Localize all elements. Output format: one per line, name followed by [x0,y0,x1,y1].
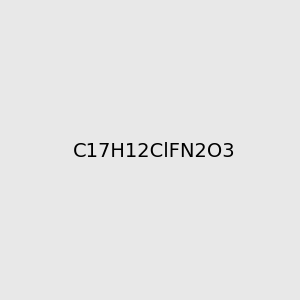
Text: C17H12ClFN2O3: C17H12ClFN2O3 [72,142,235,161]
